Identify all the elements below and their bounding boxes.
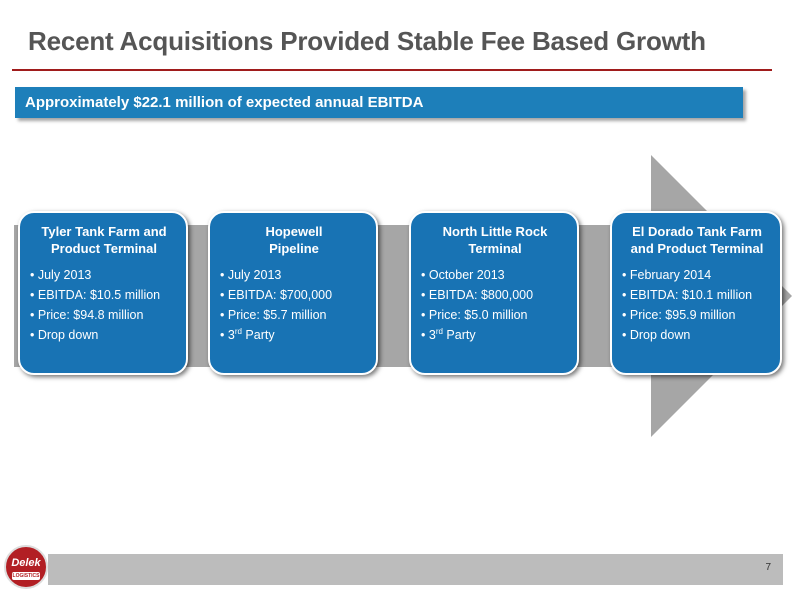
acquisition-card-title: Tyler Tank Farm and Product Terminal <box>41 224 167 256</box>
acquisition-date: October 2013 <box>421 265 569 285</box>
acquisition-card-title: El Dorado Tank Farm and Product Terminal <box>630 224 764 256</box>
acquisition-date: July 2013 <box>220 265 368 285</box>
slide-title: Recent Acquisitions Provided Stable Fee … <box>28 26 706 56</box>
delek-logo: Delek LOGISTICS <box>4 545 48 589</box>
acquisition-card-tyler: Tyler Tank Farm and Product Terminal Jul… <box>18 211 188 375</box>
logo-subtitle: LOGISTICS <box>12 572 40 580</box>
acquisition-details: October 2013 EBITDA: $800,000 Price: $5.… <box>421 265 569 345</box>
acquisition-price: Price: $5.7 million <box>220 305 368 325</box>
acquisition-details: February 2014 EBITDA: $10.1 million Pric… <box>622 265 772 345</box>
acquisition-ebitda: EBITDA: $700,000 <box>220 285 368 305</box>
acquisition-card-title: Hopewell Pipeline <box>265 224 323 256</box>
acquisition-price: Price: $5.0 million <box>421 305 569 325</box>
footer-bar: 7 <box>48 554 783 585</box>
acquisition-ebitda: EBITDA: $10.5 million <box>30 285 178 305</box>
acquisition-price: Price: $94.8 million <box>30 305 178 325</box>
acquisition-ebitda: EBITDA: $10.1 million <box>622 285 772 305</box>
acquisition-date: February 2014 <box>622 265 772 285</box>
logo-wordmark: Delek <box>11 557 41 569</box>
acquisition-card-hopewell: Hopewell Pipeline July 2013 EBITDA: $700… <box>208 211 378 375</box>
acquisition-price: Price: $95.9 million <box>622 305 772 325</box>
acquisition-type: 3rd Party <box>220 325 368 345</box>
ebitda-banner: Approximately $22.1 million of expected … <box>15 87 743 118</box>
acquisition-type: Drop down <box>622 325 772 345</box>
acquisition-ebitda: EBITDA: $800,000 <box>421 285 569 305</box>
acquisition-date: July 2013 <box>30 265 178 285</box>
page-number: 7 <box>765 562 771 573</box>
acquisition-details: July 2013 EBITDA: $10.5 million Price: $… <box>30 265 178 345</box>
acquisition-card-title: North Little Rock Terminal <box>442 224 548 256</box>
acquisition-details: July 2013 EBITDA: $700,000 Price: $5.7 m… <box>220 265 368 345</box>
acquisition-type: 3rd Party <box>421 325 569 345</box>
title-divider <box>12 69 772 71</box>
acquisition-type: Drop down <box>30 325 178 345</box>
acquisition-card-el-dorado: El Dorado Tank Farm and Product Terminal… <box>610 211 782 375</box>
acquisition-card-north-little-rock: North Little Rock Terminal October 2013 … <box>409 211 579 375</box>
